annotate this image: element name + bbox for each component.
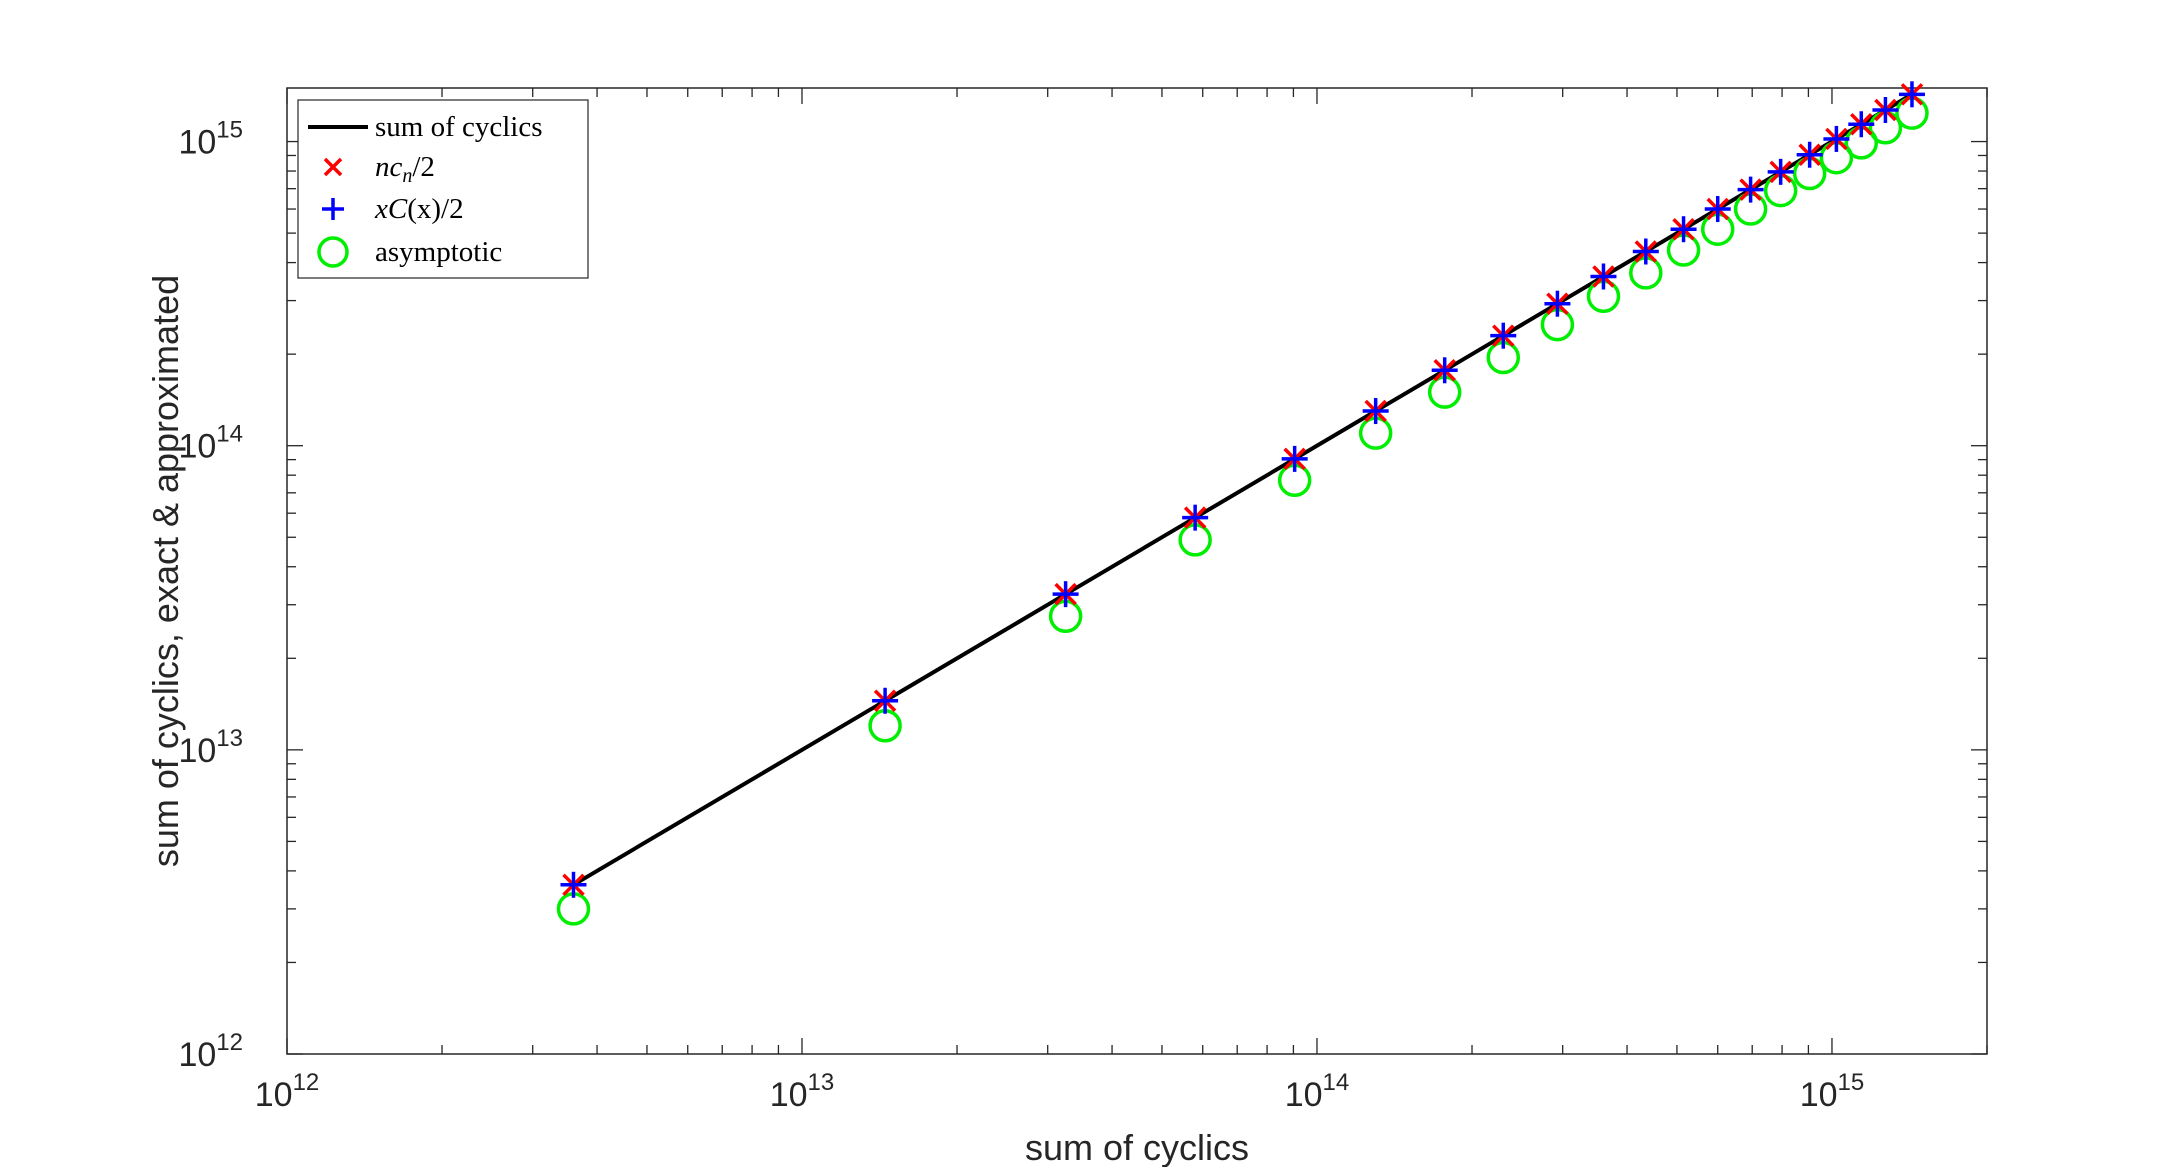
x-tick-label: 1015 — [1800, 1069, 1865, 1114]
y-tick-label: 1014 — [178, 421, 243, 466]
y-axis-label: sum of cyclics, exact & approximated — [145, 275, 186, 867]
x-tick-label: 1014 — [1285, 1069, 1350, 1114]
point-xc-x-over-2 — [1737, 176, 1764, 203]
x-tick-label: 1013 — [770, 1069, 835, 1114]
point-xc-x-over-2 — [872, 687, 899, 714]
x-axis-label: sum of cyclics — [1025, 1127, 1249, 1167]
point-xc-x-over-2 — [1182, 504, 1209, 531]
legend-label-xc-x-over-2: xC(x)/2 — [374, 193, 464, 225]
point-xc-x-over-2 — [1670, 216, 1697, 243]
y-tick-label: 1012 — [178, 1029, 243, 1074]
point-xc-x-over-2 — [1281, 445, 1308, 472]
point-xc-x-over-2 — [1848, 111, 1875, 138]
point-xc-x-over-2 — [1796, 141, 1823, 168]
point-xc-x-over-2 — [1544, 290, 1571, 317]
point-xc-x-over-2 — [1767, 158, 1794, 185]
legend: sum of cyclics ncn/2 xC(x)/2 asymptotic — [297, 99, 589, 279]
legend-label-asymptotic: asymptotic — [375, 236, 502, 268]
point-xc-x-over-2 — [1431, 357, 1458, 384]
point-xc-x-over-2 — [560, 871, 587, 898]
point-xc-x-over-2 — [1362, 398, 1389, 425]
point-xc-x-over-2 — [1823, 125, 1850, 152]
legend-label-nc-n-over-2: ncn/2 — [375, 151, 435, 187]
point-xc-x-over-2 — [1052, 581, 1079, 608]
y-tick-label: 1015 — [178, 117, 243, 162]
legend-circle-marker — [317, 236, 349, 268]
axis-ticks — [286, 88, 1988, 1055]
legend-x-marker — [323, 157, 343, 177]
y-tick-labels: 1012 1013 1014 1015 — [178, 117, 243, 1074]
point-xc-x-over-2 — [1898, 81, 1925, 108]
legend-plus-marker — [322, 198, 344, 220]
x-tick-labels: 1012 1013 1014 1015 — [255, 1069, 1865, 1114]
point-xc-x-over-2 — [1704, 196, 1731, 223]
y-tick-label: 1013 — [178, 725, 243, 770]
x-tick-label: 1012 — [255, 1069, 320, 1114]
point-xc-x-over-2 — [1490, 322, 1517, 349]
legend-label-sum-of-cyclics: sum of cyclics — [375, 111, 543, 143]
series-xc-x-over-2 — [560, 81, 1925, 898]
point-xc-x-over-2 — [1632, 238, 1659, 265]
point-xc-x-over-2 — [1872, 96, 1899, 123]
point-xc-x-over-2 — [1590, 263, 1617, 290]
